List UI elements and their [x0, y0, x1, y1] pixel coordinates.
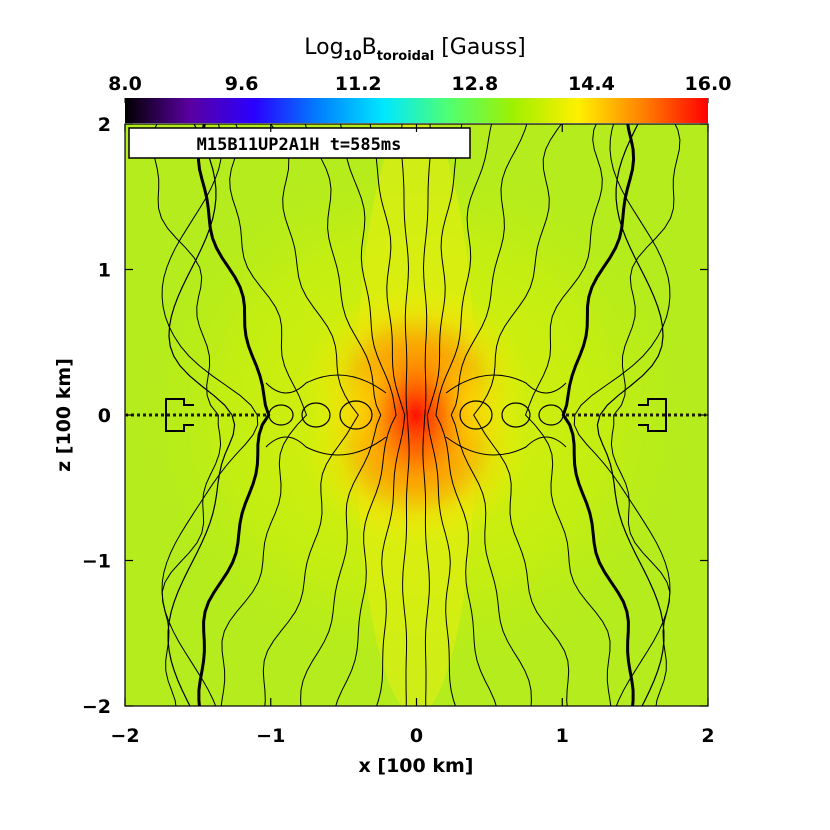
- x-axis-ticks: −2 −1 0 1 2: [110, 124, 715, 747]
- contour-line: [450, 124, 532, 706]
- colorbar: [125, 98, 708, 123]
- equatorial-knot: [339, 400, 373, 430]
- contour-line: [426, 124, 463, 706]
- field-core: [346, 325, 486, 505]
- equatorial-plug: [638, 398, 667, 432]
- equatorial-loop: [265, 436, 387, 456]
- colorbar-tick-label: 12.8: [451, 73, 498, 95]
- contour-line: [524, 124, 612, 706]
- colorbar-title: Log10Btoroidal [Gauss]: [304, 35, 526, 64]
- contour-line: [262, 124, 359, 706]
- x-axis-title: x [100 km]: [359, 755, 474, 777]
- equatorial-loop: [445, 436, 567, 456]
- y-axis-title: z [100 km]: [53, 358, 75, 472]
- equatorial-loop: [265, 374, 387, 394]
- x-tick-label: −2: [110, 725, 139, 747]
- colorbar-tick-label: 14.4: [568, 73, 615, 95]
- x-tick-label: −1: [256, 725, 285, 747]
- run-label-box: M15B11UP2A1H t=585ms: [128, 127, 471, 159]
- colorbar-tick-labels: 8.0 9.6 11.2 12.8 14.4 16.0: [108, 73, 731, 103]
- colorbar-tick-label: 11.2: [335, 73, 382, 95]
- equatorial-knot: [459, 400, 493, 430]
- y-tick-label: 2: [98, 114, 111, 136]
- equatorial-knot: [268, 404, 294, 426]
- run-label: M15B11UP2A1H t=585ms: [197, 135, 402, 155]
- equatorial-knot: [301, 402, 331, 428]
- contour-line: [473, 124, 570, 706]
- contour-line: [422, 124, 432, 706]
- y-tick-label: −2: [82, 696, 111, 718]
- contour-line: [435, 124, 497, 706]
- contour-line: [400, 124, 410, 706]
- plot-area: [125, 124, 708, 706]
- contour-line: [369, 124, 406, 706]
- x-tick-label: 1: [556, 725, 569, 747]
- contour-line: [220, 124, 308, 706]
- equatorial-loop: [445, 374, 567, 394]
- field-line-contours: [126, 124, 706, 706]
- equatorial-knot: [501, 402, 531, 428]
- equatorial-structures: [126, 374, 706, 456]
- contour-line: [167, 124, 236, 706]
- y-tick-label: 1: [98, 260, 111, 282]
- y-tick-label: −1: [82, 551, 111, 573]
- x-tick-label: 2: [701, 725, 714, 747]
- contour-line: [300, 124, 382, 706]
- colorbar-tick-label: 9.6: [225, 73, 259, 95]
- equatorial-plug: [165, 398, 194, 432]
- equatorial-knot: [538, 404, 564, 426]
- y-axis-ticks: −2 −1 0 1 2: [82, 114, 708, 718]
- colorbar-tick-label: 16.0: [685, 73, 732, 95]
- y-tick-label: 0: [98, 405, 111, 427]
- x-tick-label: 0: [410, 725, 423, 747]
- contour-line: [335, 124, 397, 706]
- colorbar-tick-label: 8.0: [108, 73, 142, 95]
- contour-line: [596, 124, 665, 706]
